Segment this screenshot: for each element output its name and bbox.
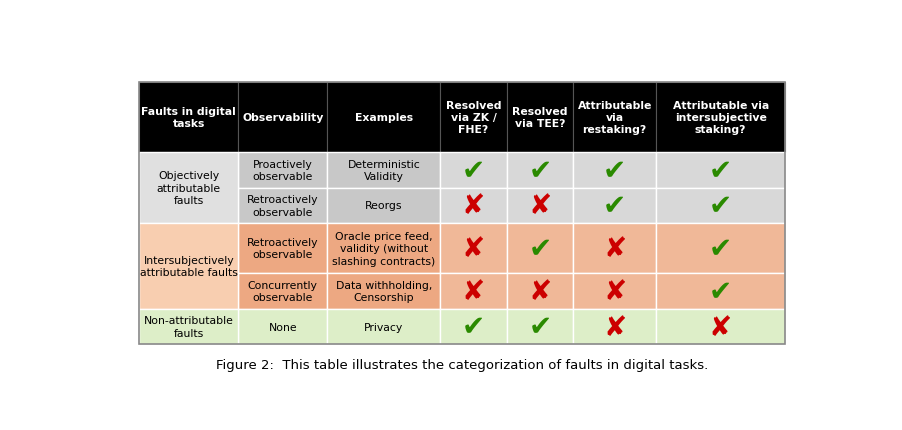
Bar xyxy=(574,224,656,273)
Text: Resolved
via TEE?: Resolved via TEE? xyxy=(512,107,568,129)
Text: ✘: ✘ xyxy=(603,235,626,263)
Bar xyxy=(139,309,238,344)
Text: ✘: ✘ xyxy=(709,313,732,341)
Text: Intersubjectively
attributable faults: Intersubjectively attributable faults xyxy=(140,255,237,278)
Text: Faults in digital
tasks: Faults in digital tasks xyxy=(142,107,236,129)
Text: ✘: ✘ xyxy=(462,192,485,220)
Text: ✔: ✔ xyxy=(709,277,732,305)
Bar xyxy=(507,83,574,153)
Text: ✘: ✘ xyxy=(529,277,552,305)
Text: ✔: ✔ xyxy=(709,157,732,184)
Bar xyxy=(327,83,440,153)
Bar xyxy=(327,224,440,273)
Bar xyxy=(327,273,440,309)
Bar xyxy=(440,309,507,344)
Bar xyxy=(507,188,574,224)
Text: ✘: ✘ xyxy=(603,277,626,305)
Bar xyxy=(327,153,440,188)
Bar xyxy=(507,224,574,273)
Text: ✔: ✔ xyxy=(462,157,485,184)
Text: Objectively
attributable
faults: Objectively attributable faults xyxy=(157,171,221,206)
Text: Examples: Examples xyxy=(354,113,413,123)
Text: ✔: ✔ xyxy=(529,313,552,341)
Bar xyxy=(440,188,507,224)
Text: Deterministic
Validity: Deterministic Validity xyxy=(347,159,420,181)
Bar xyxy=(139,224,238,309)
Bar xyxy=(139,83,786,344)
Text: ✔: ✔ xyxy=(462,313,485,341)
Bar xyxy=(574,83,656,153)
Text: ✔: ✔ xyxy=(709,235,732,263)
Bar xyxy=(656,188,786,224)
Text: Retroactively
observable: Retroactively observable xyxy=(247,237,318,260)
Bar xyxy=(574,188,656,224)
Text: ✘: ✘ xyxy=(603,313,626,341)
Text: ✔: ✔ xyxy=(709,192,732,220)
Bar xyxy=(139,83,238,153)
Text: ✔: ✔ xyxy=(603,192,626,220)
Bar xyxy=(656,273,786,309)
Bar xyxy=(656,153,786,188)
Bar xyxy=(440,153,507,188)
Text: ✔: ✔ xyxy=(603,157,626,184)
Bar xyxy=(238,153,327,188)
Text: ✔: ✔ xyxy=(529,235,552,263)
Text: Resolved
via ZK /
FHE?: Resolved via ZK / FHE? xyxy=(446,101,502,135)
Bar xyxy=(507,309,574,344)
Text: Non-attributable
faults: Non-attributable faults xyxy=(143,316,234,338)
Text: Attributable via
intersubjective
staking?: Attributable via intersubjective staking… xyxy=(673,101,769,135)
Text: Observability: Observability xyxy=(242,113,324,123)
Text: Privacy: Privacy xyxy=(364,322,403,332)
Bar xyxy=(507,273,574,309)
Text: Figure 2:  This table illustrates the categorization of faults in digital tasks.: Figure 2: This table illustrates the cat… xyxy=(216,358,708,371)
Text: Reorgs: Reorgs xyxy=(365,201,402,211)
Bar xyxy=(238,188,327,224)
Bar xyxy=(139,153,238,224)
Bar xyxy=(238,273,327,309)
Text: ✘: ✘ xyxy=(529,192,552,220)
Bar xyxy=(574,153,656,188)
Bar xyxy=(327,188,440,224)
Bar xyxy=(507,153,574,188)
Text: ✔: ✔ xyxy=(529,157,552,184)
Text: ✘: ✘ xyxy=(462,277,485,305)
Bar xyxy=(656,309,786,344)
Text: ✘: ✘ xyxy=(462,235,485,263)
Text: Attributable
via
restaking?: Attributable via restaking? xyxy=(577,101,652,135)
Bar xyxy=(656,83,786,153)
Bar xyxy=(238,309,327,344)
Bar xyxy=(574,309,656,344)
Text: Retroactively
observable: Retroactively observable xyxy=(247,195,318,217)
Bar xyxy=(440,273,507,309)
Bar xyxy=(440,224,507,273)
Bar xyxy=(238,224,327,273)
Bar xyxy=(327,309,440,344)
Bar xyxy=(574,273,656,309)
Bar xyxy=(440,83,507,153)
Text: Proactively
observable: Proactively observable xyxy=(253,159,313,181)
Text: Data withholding,
Censorship: Data withholding, Censorship xyxy=(336,280,432,302)
Text: Concurrently
observable: Concurrently observable xyxy=(248,280,318,302)
Text: Oracle price feed,
validity (without
slashing contracts): Oracle price feed, validity (without sla… xyxy=(332,231,436,266)
Bar xyxy=(656,224,786,273)
Bar xyxy=(238,83,327,153)
Text: None: None xyxy=(269,322,297,332)
